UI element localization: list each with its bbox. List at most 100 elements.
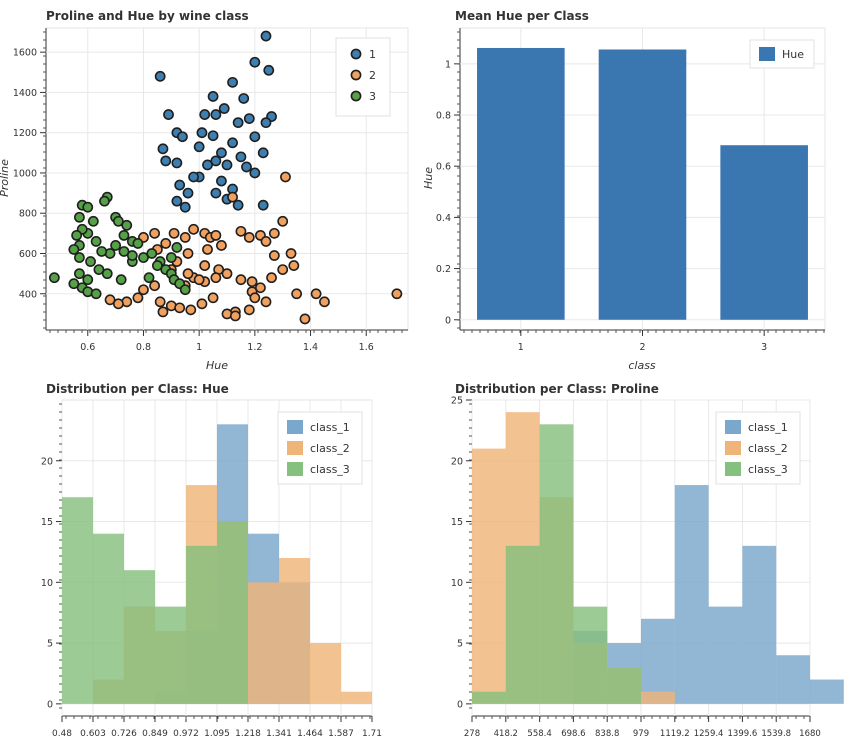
- scatter-point-class-2: [280, 171, 291, 183]
- scatter-y-tick-label: 1600: [13, 48, 37, 59]
- scatter-y-tick-label: 1200: [13, 128, 37, 139]
- scatter-x-axis-label: Hue: [206, 359, 228, 372]
- bar-class-1: [477, 47, 565, 320]
- scatter-point-class-3: [179, 284, 191, 296]
- scatter-point-class-1: [227, 137, 238, 149]
- bar-y-tick-label: 1: [445, 59, 451, 70]
- proline-hist-legend-label-class_3: class_3: [748, 463, 788, 476]
- scatter-point-class-1: [257, 147, 269, 159]
- scatter-point-class-3: [126, 250, 138, 261]
- proline-hist-bar-class_1: [742, 545, 777, 704]
- scatter-point-class-1: [249, 167, 261, 179]
- scatter-point-class-1: [216, 147, 227, 159]
- proline-hist-legend-swatch-class_3: [725, 462, 741, 476]
- scatter-point-class-3: [87, 215, 99, 227]
- scatter-point-class-3: [118, 229, 130, 241]
- scatter-point-class-3: [90, 288, 102, 300]
- scatter-point-class-1: [263, 64, 275, 76]
- scatter-point-class-1: [260, 117, 272, 129]
- scatter-point-class-1: [182, 187, 194, 199]
- bar-legend-swatch: [759, 47, 775, 61]
- scatter-legend-marker-1: [350, 48, 362, 60]
- scatter-point-class-1: [202, 159, 213, 171]
- scatter-point-class-2: [149, 280, 160, 292]
- scatter-point-class-2: [132, 292, 144, 304]
- scatter-point-class-1: [249, 56, 261, 68]
- scatter-point-class-2: [288, 260, 300, 271]
- scatter-point-class-3: [93, 264, 105, 275]
- scatter-point-class-2: [210, 272, 222, 284]
- hue-hist-x-tick-label: 0.726: [111, 729, 137, 739]
- scatter-point-class-2: [255, 282, 266, 294]
- bar-y-tick-label: 0.2: [436, 264, 451, 275]
- scatter-point-class-3: [171, 242, 183, 253]
- scatter-point-class-2: [182, 248, 194, 259]
- scatter-y-axis-label: Proline: [0, 159, 11, 197]
- scatter-title: Proline and Hue by wine class: [46, 9, 249, 23]
- bar-y-tick-label: 0.4: [436, 213, 451, 224]
- scatter-point-class-2: [157, 306, 169, 318]
- hue-hist-legend-label-class_3: class_3: [310, 463, 350, 476]
- scatter-point-class-2: [229, 310, 241, 322]
- bar-y-tick-label: 0.8: [436, 111, 451, 122]
- scatter-point-class-3: [115, 274, 127, 286]
- proline-hist-x-tick-label: 278: [464, 729, 480, 739]
- scatter-point-class-2: [185, 304, 197, 316]
- hue-hist-y-tick-label: 0: [47, 699, 53, 710]
- hue-hist-bar-class_3: [186, 545, 217, 704]
- scatter-point-class-1: [160, 155, 172, 167]
- scatter-point-class-2: [199, 260, 211, 271]
- scatter-point-class-3: [121, 219, 133, 231]
- scatter-point-class-1: [207, 91, 219, 102]
- scatter-legend-marker-2: [350, 69, 362, 81]
- hue-hist-legend-swatch-class_3: [287, 462, 303, 476]
- scatter-point-class-2: [221, 268, 233, 280]
- proline-hist-x-tick-label: 1259.4: [694, 729, 724, 739]
- scatter-point-class-3: [68, 244, 80, 255]
- scatter-point-class-3: [101, 268, 113, 280]
- scatter-point-class-3: [118, 246, 130, 257]
- scatter-point-class-1: [218, 103, 230, 114]
- proline-hist-y-tick-label: 5: [457, 639, 463, 650]
- proline-hist-bar-class_1: [708, 606, 743, 704]
- proline-hist-x-tick-label: 1680: [799, 729, 821, 739]
- proline-hist-bar-class_3: [505, 545, 540, 704]
- scatter-point-class-2: [207, 292, 219, 304]
- scatter-point-class-2: [227, 191, 238, 203]
- scatter-point-class-2: [149, 227, 160, 239]
- proline-hist-legend-swatch-class_2: [725, 441, 741, 455]
- proline-hist-legend-label-class_2: class_2: [748, 442, 788, 455]
- scatter-point-class-3: [74, 268, 85, 280]
- proline-hist-panel: Distribution per Class: Proline 0 5 10 15 20…: [432, 376, 864, 753]
- scatter-point-class-2: [216, 240, 227, 251]
- scatter-point-class-1: [196, 127, 208, 139]
- bar-x-tick-label: 2: [639, 342, 645, 353]
- scatter-point-class-2: [277, 215, 289, 227]
- bar-chart: 0 0.2 0.4 0.6 0.8 1 1 2 3 class Hue Hue: [422, 27, 826, 372]
- scatter-legend-marker-3: [350, 90, 362, 102]
- bar-x-tick-label: 1: [518, 342, 524, 353]
- scatter-point-class-1: [221, 159, 233, 171]
- scatter-point-class-3: [138, 252, 149, 263]
- scatter-point-class-2: [260, 236, 272, 247]
- scatter-point-class-1: [232, 199, 244, 211]
- hue-hist-y-tick-label: 10: [41, 578, 53, 589]
- scatter-point-class-1: [207, 130, 219, 142]
- hue-hist-x-tick-label: 0.849: [142, 729, 168, 739]
- scatter-point-class-3: [82, 274, 94, 286]
- scatter-point-class-2: [268, 227, 280, 239]
- proline-hist-legend-label-class_1: class_1: [748, 421, 788, 434]
- scatter-point-class-1: [157, 143, 169, 155]
- scatter-y-tick-label: 1400: [13, 88, 37, 99]
- proline-hist-x-tick-label: 418.2: [494, 729, 518, 739]
- scatter-legend-label-2: 2: [369, 69, 376, 82]
- bar-x-axis-label: class: [628, 359, 656, 372]
- proline-hist-bar-class_1: [776, 655, 810, 704]
- scatter-point-class-1: [171, 195, 183, 207]
- scatter-point-class-1: [243, 113, 255, 124]
- scatter-point-class-2: [210, 229, 222, 241]
- hue-hist-x-tick-label: 1.095: [204, 729, 230, 739]
- scatter-point-class-2: [291, 288, 303, 300]
- scatter-point-class-1: [199, 109, 211, 120]
- proline-hist-legend-swatch-class_1: [725, 420, 741, 434]
